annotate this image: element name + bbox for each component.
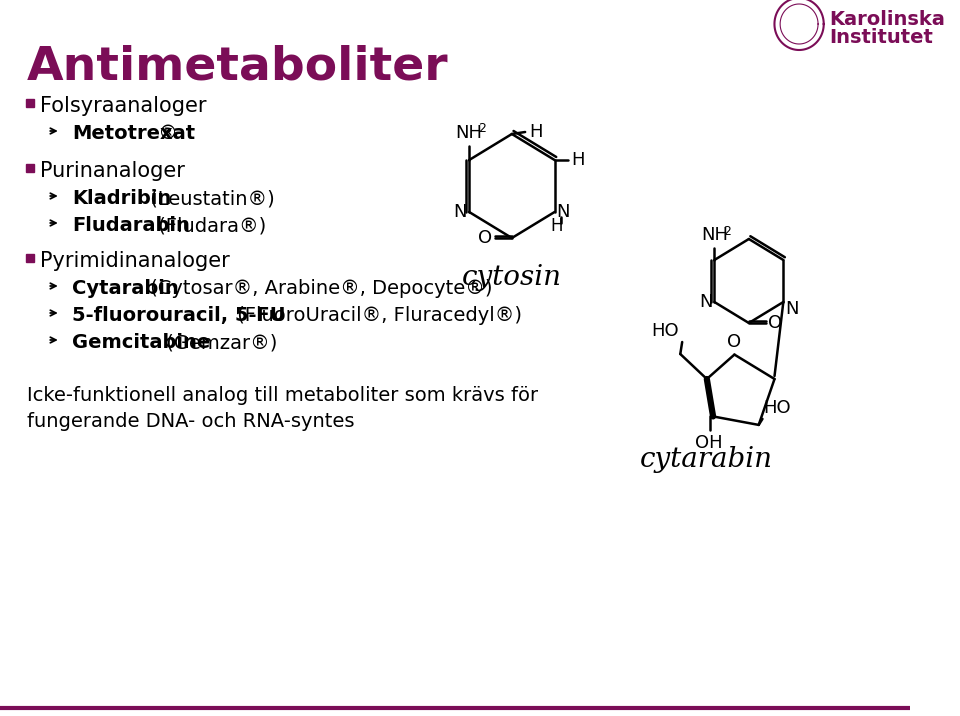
Text: 2: 2 bbox=[478, 122, 487, 135]
Text: O: O bbox=[768, 314, 782, 332]
Text: Institutet: Institutet bbox=[829, 28, 933, 47]
Text: N: N bbox=[453, 203, 467, 221]
Text: O: O bbox=[478, 229, 492, 247]
Text: OH: OH bbox=[694, 435, 722, 453]
Text: O: O bbox=[728, 332, 741, 351]
Text: fungerande DNA- och RNA-syntes: fungerande DNA- och RNA-syntes bbox=[27, 412, 354, 431]
Text: (Gemzar®): (Gemzar®) bbox=[159, 333, 277, 352]
Text: Kladribin: Kladribin bbox=[72, 189, 171, 208]
Text: Folsyraanaloger: Folsyraanaloger bbox=[39, 96, 206, 116]
Text: Pyrimidinanaloger: Pyrimidinanaloger bbox=[39, 251, 229, 271]
Text: NH: NH bbox=[701, 226, 728, 244]
Text: NH: NH bbox=[456, 124, 483, 142]
Text: cytarabin: cytarabin bbox=[639, 446, 773, 473]
Text: 2: 2 bbox=[723, 225, 731, 238]
Text: H: H bbox=[571, 151, 586, 169]
Text: Cytarabin: Cytarabin bbox=[72, 279, 179, 298]
Text: Gemcitabine: Gemcitabine bbox=[72, 333, 210, 352]
Text: cytosin: cytosin bbox=[462, 264, 562, 291]
Text: HO: HO bbox=[763, 399, 791, 417]
Text: H: H bbox=[529, 123, 542, 141]
Text: N: N bbox=[699, 293, 712, 311]
Text: ®: ® bbox=[152, 124, 178, 143]
Text: (Leustatin®): (Leustatin®) bbox=[144, 189, 275, 208]
Text: Icke-funktionell analog till metaboliter som krävs för: Icke-funktionell analog till metaboliter… bbox=[27, 386, 538, 405]
Text: Karolinska: Karolinska bbox=[829, 10, 946, 29]
Text: (FluoroUracil®, Fluracedyl®): (FluoroUracil®, Fluracedyl®) bbox=[231, 306, 522, 325]
Text: N: N bbox=[785, 300, 799, 318]
Text: (Fludara®): (Fludara®) bbox=[152, 216, 266, 235]
Text: H: H bbox=[550, 217, 563, 235]
Text: Antimetaboliter: Antimetaboliter bbox=[27, 44, 448, 89]
Text: HO: HO bbox=[651, 322, 679, 340]
Text: Metotrexat: Metotrexat bbox=[72, 124, 195, 143]
Text: Purinanaloger: Purinanaloger bbox=[39, 161, 184, 181]
Text: Fludarabin: Fludarabin bbox=[72, 216, 190, 235]
Text: 5-fluorouracil, 5-FU: 5-fluorouracil, 5-FU bbox=[72, 306, 285, 325]
Text: (Cytosar®, Arabine®, Depocyte®): (Cytosar®, Arabine®, Depocyte®) bbox=[144, 279, 492, 298]
Text: N: N bbox=[557, 203, 570, 221]
